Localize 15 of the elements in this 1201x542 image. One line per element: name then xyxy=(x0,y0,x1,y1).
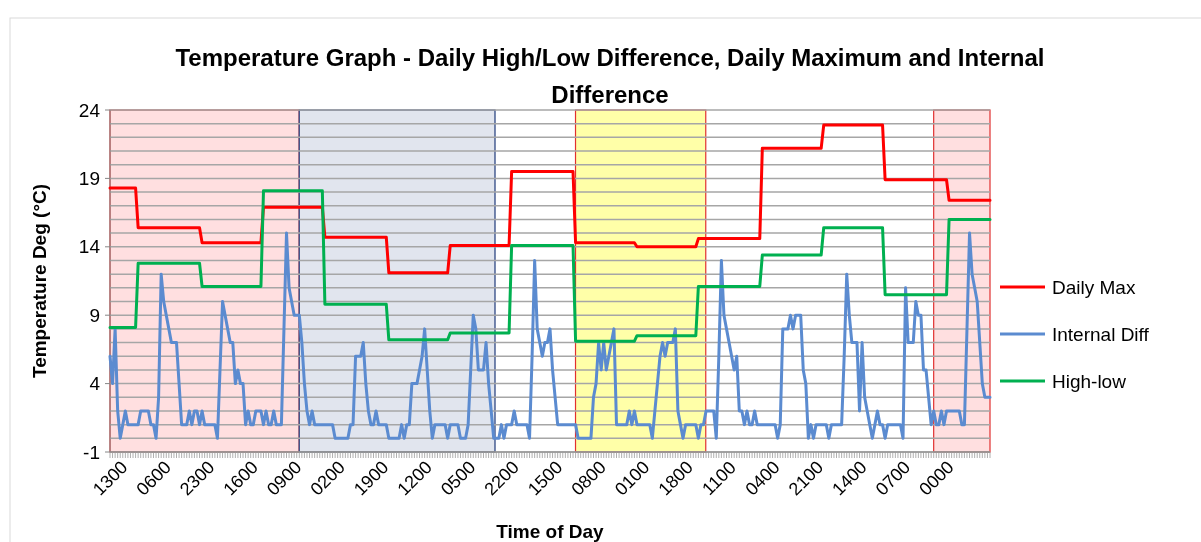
legend-label: Daily Max xyxy=(1052,276,1136,298)
chart-title: Temperature Graph - Daily High/Low Difference, Daily Maximum and Internal Difference xyxy=(175,44,1045,108)
y-tick-label: 9 xyxy=(89,304,100,326)
line-series xyxy=(108,123,992,275)
legend-label: High-low xyxy=(1052,370,1127,392)
y-tick-label: 19 xyxy=(78,168,100,190)
line-series xyxy=(108,231,992,440)
y-tick-label: 4 xyxy=(89,373,101,395)
y-tick-label: 14 xyxy=(78,236,101,258)
y-tick-label: -1 xyxy=(83,441,100,463)
y-tick-label: 24 xyxy=(78,99,101,121)
line-series xyxy=(108,189,992,343)
x-axis-title: Time of Day xyxy=(496,521,605,542)
y-axis-title: Temperature Deg (°C) xyxy=(29,183,50,379)
legend-label: Internal Diff xyxy=(1052,323,1150,345)
